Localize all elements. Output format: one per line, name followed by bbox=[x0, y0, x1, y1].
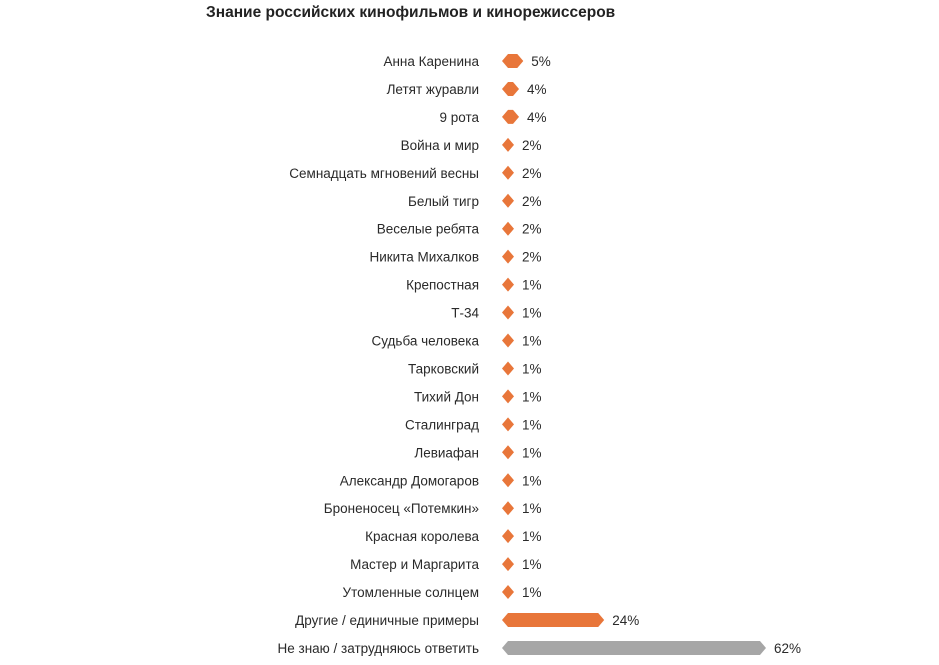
value-label: 1% bbox=[522, 389, 542, 404]
bar bbox=[502, 640, 766, 655]
bar-row: Веселые ребята 2% bbox=[377, 221, 542, 237]
bar-row: Броненосец «Потемкин» 1% bbox=[324, 501, 542, 516]
bar bbox=[502, 557, 514, 572]
bar bbox=[502, 137, 514, 152]
value-label: 24% bbox=[612, 613, 639, 628]
category-label: Александр Домогаров bbox=[340, 473, 479, 488]
bar-row: Никита Михалков 2% bbox=[369, 249, 542, 265]
category-label: Т-34 bbox=[451, 306, 479, 321]
value-label: 1% bbox=[522, 585, 542, 600]
bar bbox=[502, 193, 514, 208]
value-label: 2% bbox=[522, 222, 542, 237]
value-label: 1% bbox=[522, 501, 542, 516]
bar bbox=[502, 305, 514, 320]
bar bbox=[502, 361, 514, 376]
value-label: 1% bbox=[522, 334, 542, 349]
bar-row: Белый тигр 2% bbox=[408, 193, 542, 209]
category-label: Тихий Дон bbox=[414, 389, 479, 404]
category-label: Утомленные солнцем bbox=[343, 585, 479, 600]
bar-row: Тихий Дон 1% bbox=[414, 389, 542, 404]
bar bbox=[502, 109, 520, 124]
bar-row: Анна Каренина 5% bbox=[383, 54, 551, 69]
bar bbox=[502, 585, 514, 600]
category-label: Белый тигр bbox=[408, 194, 479, 209]
value-label: 1% bbox=[522, 473, 542, 488]
value-label: 1% bbox=[522, 306, 542, 321]
bar-row: Судьба человека 1% bbox=[371, 333, 542, 349]
value-label: 2% bbox=[522, 194, 542, 209]
bar bbox=[502, 277, 514, 292]
category-label: Судьба человека bbox=[371, 334, 479, 349]
bar bbox=[502, 417, 514, 432]
bar bbox=[502, 529, 514, 544]
bar bbox=[502, 81, 520, 96]
value-label: 2% bbox=[522, 250, 542, 265]
bar bbox=[502, 613, 605, 627]
category-label: Красная королева bbox=[365, 529, 479, 544]
category-label: Никита Михалков bbox=[369, 250, 479, 265]
value-label: 2% bbox=[522, 138, 542, 153]
bar-row: 9 рота 4% bbox=[439, 109, 547, 125]
bar bbox=[502, 221, 514, 236]
category-label: Веселые ребята bbox=[377, 222, 480, 237]
bar bbox=[502, 445, 514, 460]
bar-row: Левиафан 1% bbox=[414, 445, 542, 460]
category-label: Анна Каренина bbox=[383, 54, 479, 69]
category-label: Сталинград bbox=[405, 417, 479, 432]
bar bbox=[502, 501, 514, 516]
bar-row: Мастер и Маргарита 1% bbox=[350, 557, 542, 572]
value-label: 1% bbox=[522, 529, 542, 544]
bar bbox=[502, 249, 514, 264]
bar-row: Т-34 1% bbox=[451, 305, 542, 321]
value-label: 1% bbox=[522, 417, 542, 432]
category-label: Не знаю / затрудняюсь ответить bbox=[278, 641, 480, 656]
bar-row: Утомленные солнцем 1% bbox=[343, 585, 542, 600]
bar bbox=[502, 333, 514, 348]
category-label: Левиафан bbox=[414, 445, 479, 460]
value-label: 2% bbox=[522, 166, 542, 181]
bar-row: Тарковский 1% bbox=[408, 361, 542, 376]
category-label: Война и мир bbox=[401, 138, 479, 153]
bar bbox=[502, 165, 514, 180]
value-label: 1% bbox=[522, 445, 542, 460]
bar-row: Другие / единичные примеры 24% bbox=[295, 613, 639, 628]
bar-row: Семнадцать мгновений весны 2% bbox=[289, 165, 542, 181]
category-label: Другие / единичные примеры bbox=[295, 613, 479, 628]
bar bbox=[502, 473, 514, 488]
bar-row: Красная королева 1% bbox=[365, 529, 542, 544]
bar-row: Летят журавли 4% bbox=[387, 81, 547, 97]
category-label: Мастер и Маргарита bbox=[350, 557, 479, 572]
value-label: 1% bbox=[522, 557, 542, 572]
bar-row: Крепостная 1% bbox=[406, 277, 542, 293]
bar bbox=[502, 389, 514, 404]
bar bbox=[502, 54, 524, 68]
bar-row: Война и мир 2% bbox=[401, 137, 542, 153]
bars-layer: Анна Каренина 5% Летят журавли 4% 9 рота 4% Во… bbox=[278, 54, 801, 656]
category-label: Тарковский bbox=[408, 361, 479, 376]
category-label: Крепостная bbox=[406, 278, 479, 293]
bar-row: Не знаю / затрудняюсь ответить 62% bbox=[278, 640, 801, 656]
category-label: Семнадцать мгновений весны bbox=[289, 166, 479, 181]
chart-title: Знание российских кинофильмов и кинорежи… bbox=[206, 4, 616, 21]
value-label: 62% bbox=[774, 641, 801, 656]
value-label: 1% bbox=[522, 278, 542, 293]
value-label: 4% bbox=[527, 82, 547, 97]
category-label: 9 рота bbox=[439, 110, 479, 125]
value-label: 5% bbox=[531, 54, 551, 69]
category-label: Броненосец «Потемкин» bbox=[324, 501, 479, 516]
bar-row: Сталинград 1% bbox=[405, 417, 542, 432]
value-label: 1% bbox=[522, 361, 542, 376]
value-label: 4% bbox=[527, 110, 547, 125]
bar-row: Александр Домогаров 1% bbox=[340, 473, 542, 488]
category-label: Летят журавли bbox=[387, 82, 479, 97]
